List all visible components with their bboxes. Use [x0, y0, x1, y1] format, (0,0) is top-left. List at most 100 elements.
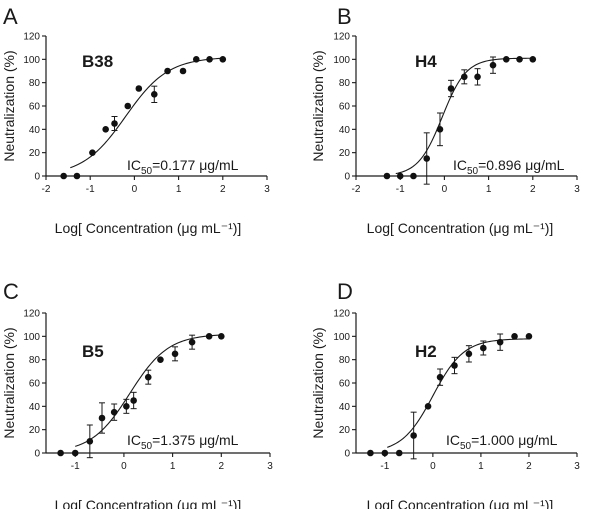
data-point: [424, 403, 432, 410]
data-point: [73, 172, 81, 180]
data-point: [179, 67, 187, 75]
data-point: [447, 85, 455, 92]
data-point: [219, 56, 227, 63]
data-point: [383, 172, 391, 180]
y-axis-title: Neutralization (%): [1, 50, 17, 161]
data-point: [124, 102, 132, 110]
data-point: [60, 172, 67, 180]
fit-curve: [387, 338, 529, 448]
ic50-prefix: IC: [453, 157, 467, 173]
ic50-value: =0.896 μg/mL: [478, 157, 565, 173]
ic50-value: =1.375 μg/mL: [152, 432, 239, 448]
ic50-prefix: IC: [127, 432, 141, 448]
panel-d: D 0 20 40 60 80 100 120 -1 0 1 2 3 Log[ Concentration…: [310, 279, 580, 509]
data-point: [423, 155, 431, 162]
x-axis-title: Log[ Concentration (μg mL⁻¹)]: [55, 497, 242, 509]
x-axis-title: Log[ Concentration (μg mL⁻¹)]: [367, 497, 554, 509]
y-axis-title: Neutralization (%): [1, 327, 17, 438]
antibody-name: H4: [415, 52, 437, 71]
y-tick-label: 80: [29, 355, 41, 366]
antibody-name: H2: [415, 342, 437, 361]
x-tick-label: 1: [170, 461, 176, 472]
y-tick-label: 60: [339, 102, 351, 113]
data-point: [396, 172, 404, 180]
data-point: [529, 56, 537, 63]
ic50-annotation: IC50=0.896 μg/mL: [453, 157, 565, 177]
x-tick-label: 3: [267, 461, 273, 472]
panel-letter: D: [337, 279, 353, 304]
y-tick-label: 0: [344, 172, 350, 183]
y-tick-label: 0: [344, 449, 350, 460]
data-point: [188, 338, 196, 346]
data-point: [150, 91, 158, 98]
antibody-name: B5: [82, 342, 104, 361]
fit-curve: [75, 334, 222, 447]
x-tick-label: 2: [220, 184, 226, 195]
ic50-value: =1.000 μg/mL: [471, 432, 558, 448]
data-point: [89, 149, 96, 156]
data-point: [130, 397, 137, 404]
ic50-annotation: IC50=1.375 μg/mL: [127, 432, 239, 452]
panel-letter: C: [3, 279, 19, 304]
ic50-subscript: 50: [467, 166, 479, 177]
x-tick-label: 0: [132, 184, 138, 195]
data-point: [436, 373, 444, 381]
x-tick-label: -2: [42, 184, 51, 195]
y-tick-label: 40: [339, 402, 351, 413]
x-tick-label: -1: [71, 461, 80, 472]
x-tick-label: 3: [574, 461, 580, 472]
ic50-prefix: IC: [127, 157, 141, 173]
data-point: [436, 126, 444, 133]
y-tick-label: 100: [23, 332, 40, 343]
data-point: [98, 414, 106, 422]
y-tick-label: 120: [23, 32, 40, 43]
y-tick-label: 80: [339, 78, 351, 89]
y-tick-label: 120: [23, 309, 40, 320]
x-tick-label: 1: [478, 461, 484, 472]
data-point: [525, 333, 533, 340]
data-point: [410, 172, 417, 180]
y-tick-label: 60: [29, 102, 41, 113]
data-point: [57, 449, 64, 457]
y-tick-label: 120: [333, 309, 350, 320]
data-point: [489, 61, 497, 69]
ic50-prefix: IC: [446, 432, 460, 448]
y-tick-label: 40: [339, 125, 351, 136]
x-axis-title: Log[ Concentration (μg mL⁻¹)]: [367, 220, 554, 236]
panel-c: C 0 20 40 60 80 100 120 -1 0 1 2 3 Log[ Concentration…: [1, 279, 273, 509]
ic50-annotation: IC50=0.177 μg/mL: [127, 157, 239, 177]
data-point: [110, 408, 118, 416]
x-tick-label: 0: [430, 461, 436, 472]
y-tick-label: 80: [339, 355, 351, 366]
x-tick-label: 1: [176, 184, 182, 195]
y-tick-label: 40: [29, 125, 41, 136]
data-point: [502, 56, 510, 63]
y-tick-label: 60: [339, 379, 351, 390]
y-tick-label: 40: [29, 402, 41, 413]
data-point: [496, 338, 504, 346]
x-tick-label: 2: [526, 461, 532, 472]
y-axis-title: Neutralization (%): [310, 50, 326, 161]
data-point: [111, 120, 118, 127]
data-point: [367, 449, 374, 457]
ic50-annotation: IC50=1.000 μg/mL: [446, 432, 558, 452]
antibody-name: B38: [82, 52, 113, 71]
y-tick-label: 20: [339, 148, 351, 159]
data-point: [157, 356, 164, 363]
data-point: [218, 333, 225, 340]
y-tick-label: 0: [34, 449, 40, 460]
y-tick-label: 20: [339, 425, 351, 436]
data-point: [164, 67, 171, 75]
x-axis-title: Log[ Concentration (μg mL⁻¹)]: [55, 220, 242, 236]
data-point: [381, 449, 389, 457]
y-tick-label: 0: [34, 172, 40, 183]
y-tick-label: 100: [333, 332, 350, 343]
data-point: [102, 126, 109, 133]
y-tick-label: 120: [333, 32, 350, 43]
x-tick-label: 0: [121, 461, 127, 472]
data-point: [86, 438, 94, 445]
x-tick-label: 2: [530, 184, 536, 195]
data-point: [144, 373, 152, 381]
data-point: [511, 333, 518, 340]
